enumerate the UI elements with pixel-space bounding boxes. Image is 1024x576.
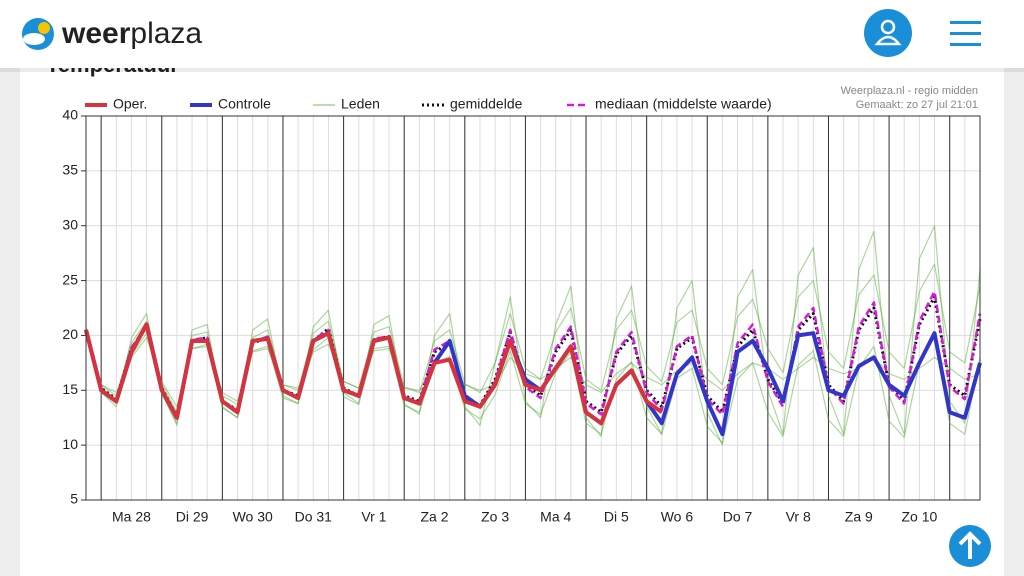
y-tick-label: 30: [62, 216, 78, 232]
legend-label: gemiddelde: [450, 96, 523, 112]
account-body: [874, 35, 902, 46]
x-tick-label: Di 29: [176, 509, 209, 525]
chart: 5 10 15 20 25 30 35 40 Ma 28 Di 29 Wo 30 Do 31 Vr 1 Z…: [62, 85, 982, 525]
x-tick-label: Za 9: [845, 509, 873, 525]
logo-text: weerplaza: [61, 17, 202, 50]
legend-label: Controle: [218, 96, 271, 112]
y-tick-label: 35: [62, 162, 78, 178]
legend-label: Oper.: [113, 96, 147, 112]
account-button[interactable]: [864, 9, 912, 57]
x-tick-label: Ma 28: [112, 509, 151, 525]
x-tick-label: Wo 30: [233, 509, 273, 525]
header-shadow: [0, 68, 1024, 72]
y-tick-label: 20: [62, 326, 78, 342]
y-tick-label: 15: [62, 381, 78, 397]
series-line: [84, 322, 663, 426]
x-tick-label: Do 7: [723, 509, 753, 525]
x-tick-label: Vr 1: [361, 509, 386, 525]
member-line: [85, 263, 981, 413]
x-tick-label: Ma 4: [540, 509, 571, 525]
legend-label: mediaan (middelste waarde): [595, 96, 772, 112]
x-tick-label: Vr 8: [786, 509, 811, 525]
created-note: Gemaakt: zo 27 jul 21:01: [856, 99, 978, 111]
x-tick-label: Zo 10: [901, 509, 937, 525]
y-tick-label: 40: [62, 107, 78, 123]
y-tick-label: 10: [62, 436, 78, 452]
x-tick-label: Do 31: [295, 509, 333, 525]
member-line: [85, 225, 981, 446]
logo[interactable]: weerplaza: [22, 17, 202, 50]
plot-frame: [85, 115, 981, 501]
legend-label: Leden: [341, 96, 380, 112]
x-tick-label: Wo 6: [661, 509, 694, 525]
plot-area: [86, 116, 980, 500]
menu-bar: [950, 21, 981, 24]
logo-cloud: [23, 33, 45, 45]
header: [0, 0, 1024, 68]
x-tick-label: Za 2: [421, 509, 449, 525]
x-tick-label: Zo 3: [481, 509, 509, 525]
logo-light: plaza: [130, 17, 202, 50]
source-note: Weerplaza.nl - regio midden: [841, 85, 978, 97]
menu-bar: [950, 43, 981, 46]
logo-bold: weer: [61, 17, 131, 50]
member-line: [85, 335, 981, 408]
menu-bar: [950, 32, 981, 35]
scroll-top-button[interactable]: [949, 525, 991, 567]
logo-sun: [38, 22, 50, 34]
member-line: [85, 332, 981, 444]
account-head: [880, 19, 896, 35]
scroll-arrow: [958, 531, 982, 559]
menu-button[interactable]: [950, 21, 981, 46]
x-tick-label: Di 5: [604, 509, 629, 525]
y-tick-label: 25: [62, 271, 78, 287]
y-tick-label: 5: [70, 491, 78, 507]
